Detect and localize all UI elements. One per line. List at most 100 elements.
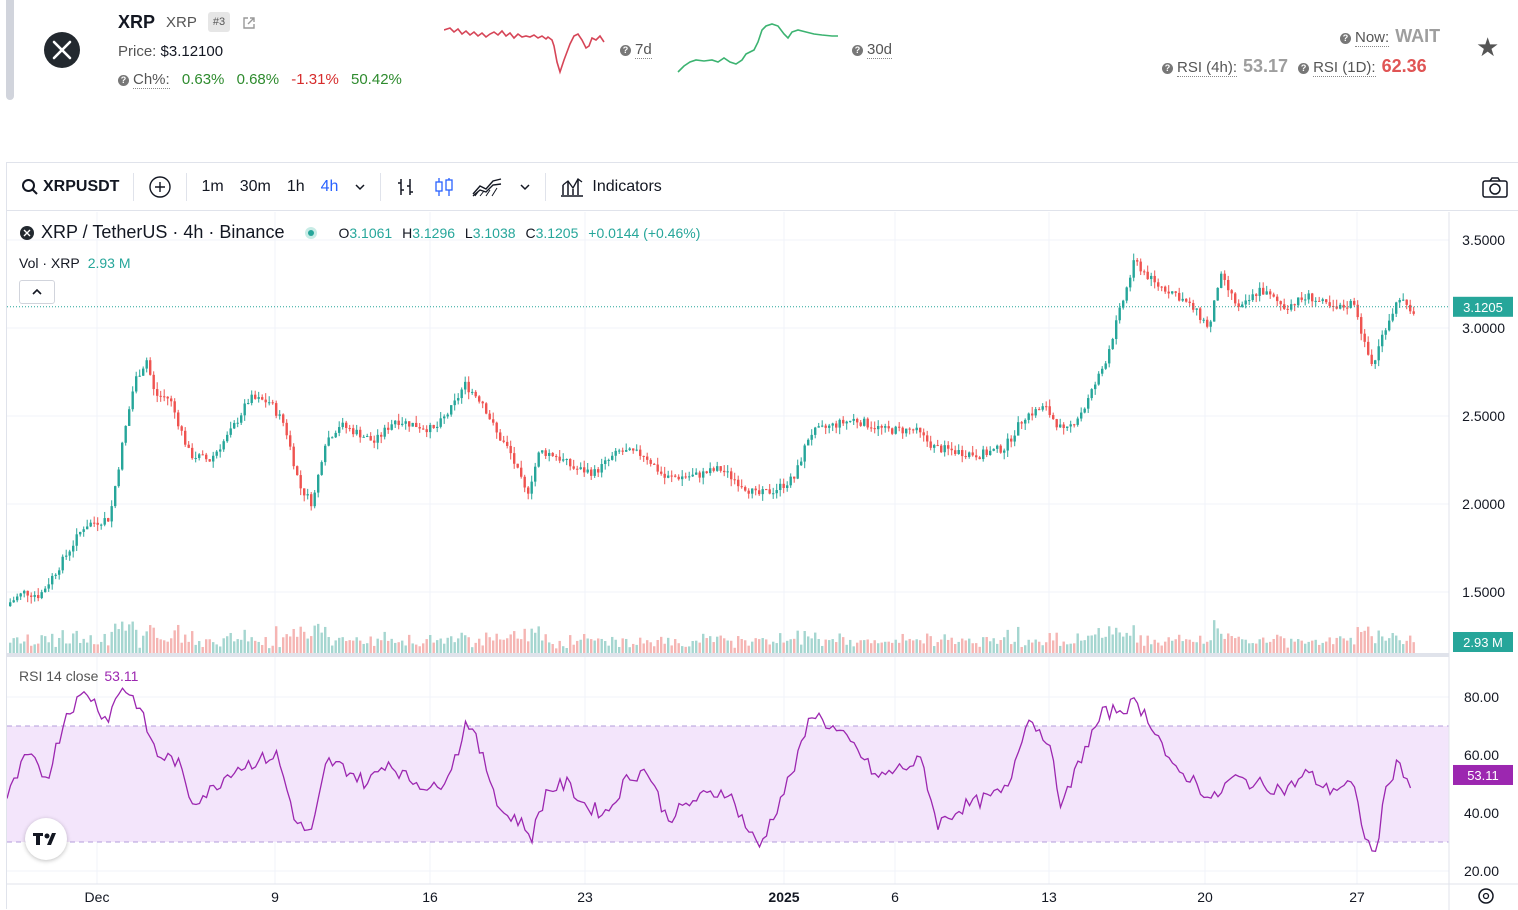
volume-bar <box>845 644 848 653</box>
interval-1m[interactable]: 1m <box>201 177 224 195</box>
external-link-icon[interactable] <box>242 16 256 30</box>
volume-bar <box>702 633 705 653</box>
candle-body <box>754 488 757 491</box>
rsi-axis[interactable]: 80.00 60.00 40.00 20.00 <box>1464 689 1499 879</box>
candle-body <box>681 476 684 480</box>
candle-body <box>768 489 771 494</box>
sparkline-7d-label[interactable]: ? 7d <box>620 41 652 59</box>
candle-body <box>1374 360 1377 365</box>
change-label[interactable]: Ch%: <box>133 71 170 89</box>
volume-bar <box>1349 637 1352 653</box>
interval-30m[interactable]: 30m <box>239 177 271 195</box>
candle-body <box>1258 287 1261 296</box>
rsi-4h-value: 53.17 <box>1243 56 1289 76</box>
sparkline-30d-label[interactable]: ? 30d <box>852 41 893 59</box>
candle-body <box>471 391 474 393</box>
symbol-search-button[interactable]: XRPUSDT <box>7 163 127 210</box>
volume-bar <box>1314 639 1317 653</box>
volume-bar <box>597 638 600 653</box>
candle-body <box>663 473 666 478</box>
volume-bar <box>1080 640 1083 653</box>
time-axis[interactable]: Dec 9 16 23 2025 6 13 20 27 <box>85 889 1365 905</box>
volume-bar <box>1083 640 1086 653</box>
volume-bar <box>835 642 838 653</box>
candle-chart-type-icon[interactable] <box>425 163 463 210</box>
interval-4h[interactable]: 4h <box>320 177 339 195</box>
volume-bar <box>943 634 946 653</box>
volume-bar <box>1097 628 1100 653</box>
candle-body <box>352 428 355 435</box>
candle-body <box>509 445 512 454</box>
candle-body <box>975 455 978 458</box>
settings-gear-icon[interactable] <box>1478 888 1494 904</box>
candle-body <box>856 418 859 423</box>
candle-body <box>835 423 838 428</box>
candle-body <box>135 376 138 392</box>
price-axis[interactable]: 3.5000 3.0000 2.5000 2.0000 1.5000 <box>1462 232 1505 600</box>
volume-bar <box>712 642 715 653</box>
candle-body <box>159 395 162 397</box>
volume-bar <box>548 642 551 653</box>
candle-body <box>278 414 281 416</box>
price-chart[interactable]: 3.5000 3.0000 2.5000 2.0000 1.5000 80.00 60.0… <box>7 212 1518 910</box>
candle-body <box>954 450 957 455</box>
candle-body <box>464 381 467 390</box>
volume-bar <box>236 639 239 653</box>
change-4: 50.42% <box>351 71 402 88</box>
candle-body <box>229 428 232 435</box>
volume-bar <box>1241 639 1244 653</box>
candle-body <box>765 489 768 491</box>
volume-bar <box>1370 636 1373 653</box>
candle-body <box>453 400 456 406</box>
candle-body <box>898 426 901 428</box>
collapse-legend-button[interactable] <box>19 280 55 304</box>
help-icon[interactable]: ? <box>118 75 129 86</box>
volume-bar <box>1321 642 1324 653</box>
indicators-button[interactable]: Indicators <box>552 163 669 210</box>
candle-body <box>1076 418 1079 425</box>
time-tick: 13 <box>1041 889 1057 905</box>
candle-body <box>327 437 330 446</box>
candle-body <box>1384 330 1387 335</box>
volume-bar <box>1045 642 1048 653</box>
volume-bar <box>1307 641 1310 653</box>
camera-icon[interactable] <box>1481 175 1509 204</box>
tradingview-logo-icon[interactable] <box>25 818 67 860</box>
rsi-legend: RSI 14 close 53.11 <box>19 668 139 684</box>
volume-bar <box>156 637 159 653</box>
volume-bar <box>194 644 197 653</box>
chart-type-dropdown-chevron-icon[interactable] <box>511 163 539 210</box>
candle-body <box>1335 306 1338 309</box>
bar-chart-type-icon[interactable] <box>387 163 425 210</box>
volume-bar <box>544 634 547 653</box>
candle-body <box>803 445 806 462</box>
volume-bar <box>499 639 502 653</box>
compare-add-icon[interactable] <box>140 163 180 210</box>
candle-body <box>950 448 953 451</box>
volume-bar <box>639 637 642 653</box>
candle-body <box>264 399 267 403</box>
candle-body <box>583 467 586 473</box>
volume-bar <box>1255 643 1258 653</box>
candle-body <box>446 414 449 417</box>
candle-body <box>1349 300 1352 308</box>
favorite-star-icon[interactable]: ★ <box>1476 32 1500 62</box>
volume-bar <box>1335 637 1338 653</box>
volume-bar <box>992 638 995 653</box>
candle-body <box>1185 298 1188 302</box>
candle-body <box>618 450 621 452</box>
volume-bar <box>572 644 575 653</box>
volume-bar <box>642 643 645 653</box>
interval-dropdown-chevron-icon[interactable] <box>346 163 374 210</box>
volume-bar <box>107 645 110 653</box>
candle-body <box>1223 273 1226 280</box>
candle-body <box>877 425 880 430</box>
rsi-summary: ? RSI (4h): 53.17? RSI (1D): 62.36 <box>1162 56 1427 77</box>
candle-body <box>926 435 929 442</box>
candle-body <box>642 455 645 457</box>
volume-bar <box>765 639 768 653</box>
candle-body <box>33 595 36 597</box>
interval-1h[interactable]: 1h <box>286 177 305 195</box>
volume-bar <box>1129 635 1132 653</box>
area-chart-type-icon[interactable] <box>463 163 511 210</box>
